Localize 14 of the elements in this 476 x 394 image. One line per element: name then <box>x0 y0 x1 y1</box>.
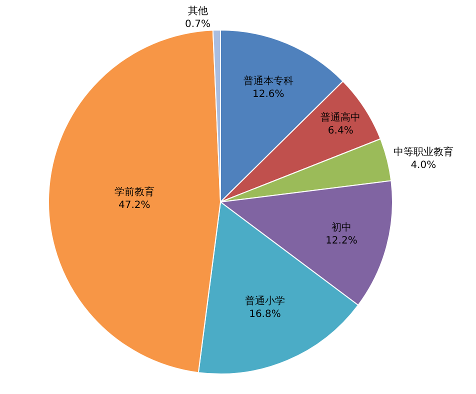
slice-label: 其他 <box>188 5 208 18</box>
slice-label: 初中 <box>331 222 352 234</box>
data-label: 4.0% <box>410 160 436 172</box>
slice-label: 普通本专科 <box>243 75 294 88</box>
data-label: 16.8% <box>249 308 281 320</box>
data-label: 0.7% <box>185 19 210 30</box>
slice-label: 普通小学 <box>244 294 285 307</box>
slice-label: 普通高中 <box>320 111 361 124</box>
data-label: 12.2% <box>326 236 358 247</box>
data-label: 6.4% <box>328 125 354 136</box>
data-label: 12.6% <box>252 89 284 100</box>
data-label: 47.2% <box>118 200 150 211</box>
slice-label: 中等职业教育 <box>393 146 454 158</box>
slice-label: 学前教育 <box>114 186 154 198</box>
